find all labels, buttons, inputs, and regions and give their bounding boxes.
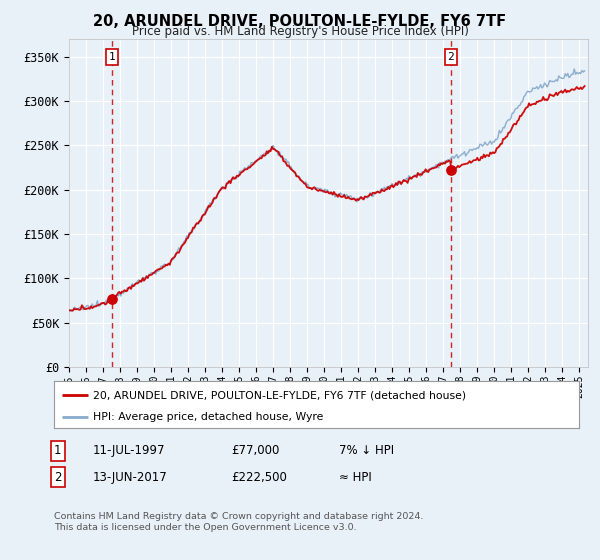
Text: 13-JUN-2017: 13-JUN-2017 — [93, 470, 168, 484]
Text: £77,000: £77,000 — [231, 444, 280, 458]
Text: 7% ↓ HPI: 7% ↓ HPI — [339, 444, 394, 458]
Text: 1: 1 — [109, 52, 115, 62]
Text: 2: 2 — [54, 470, 62, 484]
Point — [446, 165, 455, 174]
Text: 20, ARUNDEL DRIVE, POULTON-LE-FYLDE, FY6 7TF: 20, ARUNDEL DRIVE, POULTON-LE-FYLDE, FY6… — [94, 14, 506, 29]
Text: 11-JUL-1997: 11-JUL-1997 — [93, 444, 166, 458]
Text: HPI: Average price, detached house, Wyre: HPI: Average price, detached house, Wyre — [94, 412, 324, 422]
Text: 1: 1 — [54, 444, 62, 458]
Text: 2: 2 — [448, 52, 454, 62]
Text: ≈ HPI: ≈ HPI — [339, 470, 372, 484]
Text: Price paid vs. HM Land Registry's House Price Index (HPI): Price paid vs. HM Land Registry's House … — [131, 25, 469, 38]
Point — [107, 294, 117, 303]
Text: £222,500: £222,500 — [231, 470, 287, 484]
Text: Contains HM Land Registry data © Crown copyright and database right 2024.
This d: Contains HM Land Registry data © Crown c… — [54, 512, 424, 532]
Text: 20, ARUNDEL DRIVE, POULTON-LE-FYLDE, FY6 7TF (detached house): 20, ARUNDEL DRIVE, POULTON-LE-FYLDE, FY6… — [94, 390, 467, 400]
